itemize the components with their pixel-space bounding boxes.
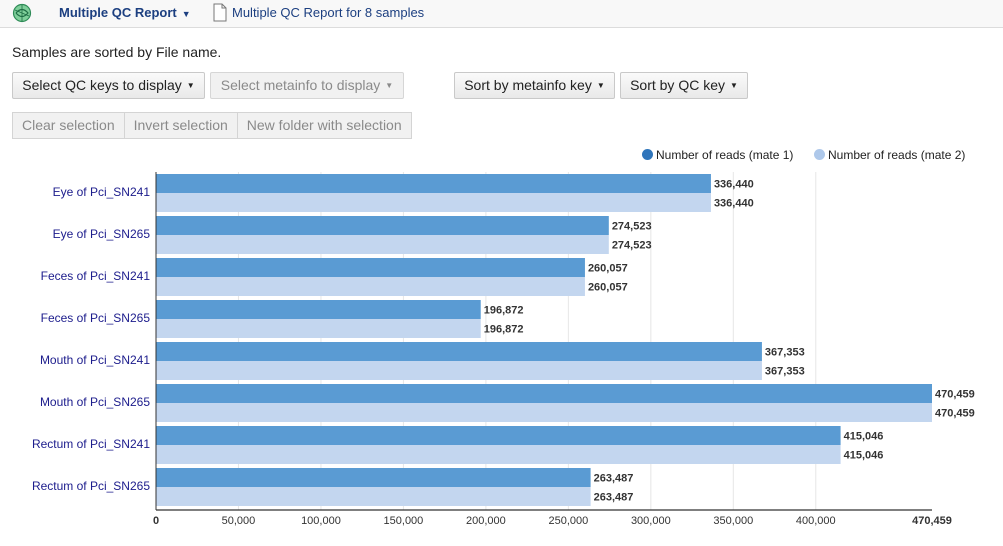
select-qc-keys-label: Select QC keys to display	[22, 77, 182, 93]
data-label: 260,057	[588, 281, 628, 293]
x-tick-label: 400,000	[796, 515, 836, 527]
x-tick-label: 100,000	[301, 515, 341, 527]
x-max-label: 470,459	[912, 515, 952, 527]
caret-down-icon: ▼	[186, 81, 195, 90]
data-label: 336,440	[714, 197, 754, 209]
bar-mate1[interactable]	[156, 258, 585, 277]
new-folder-with-selection-button[interactable]: New folder with selection	[237, 112, 412, 139]
report-type-menu[interactable]: Multiple QC Report ▼	[59, 5, 191, 20]
data-label: 367,353	[765, 365, 805, 377]
bar-mate2[interactable]	[156, 445, 841, 464]
bar-mate1[interactable]	[156, 216, 609, 235]
data-label: 415,046	[844, 430, 884, 442]
data-label: 260,057	[588, 262, 628, 274]
category-label[interactable]: Feces of Pci_SN265	[41, 311, 151, 325]
bar-mate1[interactable]	[156, 300, 481, 319]
caret-down-icon: ▼	[730, 81, 738, 90]
bar-mate1[interactable]	[156, 174, 711, 193]
data-label: 196,872	[484, 304, 524, 316]
data-label: 470,459	[935, 407, 975, 419]
category-label[interactable]: Mouth of Pci_SN241	[40, 353, 150, 367]
sort-note: Samples are sorted by File name.	[12, 44, 222, 60]
category-label[interactable]: Mouth of Pci_SN265	[40, 395, 150, 409]
caret-down-icon: ▼	[596, 81, 605, 90]
x-tick-label: 250,000	[548, 515, 588, 527]
bar-mate2[interactable]	[156, 319, 481, 338]
top-bar: Multiple QC Report ▼ Multiple QC Report f…	[0, 0, 1003, 28]
legend-item-mate1[interactable]: Number of reads (mate 1)	[642, 148, 793, 162]
legend-label-mate1: Number of reads (mate 1)	[656, 148, 794, 162]
data-label: 367,353	[765, 346, 805, 358]
x-tick-label: 200,000	[466, 515, 506, 527]
document-title: Multiple QC Report for 8 samples	[232, 5, 425, 20]
data-label: 263,487	[594, 491, 634, 503]
bar-mate2[interactable]	[156, 361, 762, 380]
document-icon	[213, 3, 227, 22]
qc-bar-chart: Eye of Pci_SN241 336,440 336,440 Eye of Pci…	[32, 172, 975, 527]
category-label[interactable]: Eye of Pci_SN265	[53, 227, 151, 241]
sort-by-qc-button[interactable]: Sort by QC key ▼	[620, 72, 748, 99]
category-label[interactable]: Feces of Pci_SN241	[41, 269, 151, 283]
bar-mate2[interactable]	[156, 235, 609, 254]
bar-mate2[interactable]	[156, 403, 932, 422]
data-label: 274,523	[612, 220, 652, 232]
app-logo-icon[interactable]	[12, 3, 32, 23]
legend-label-mate2: Number of reads (mate 2)	[828, 148, 966, 162]
select-metainfo-label: Select metainfo to display	[220, 77, 381, 93]
bar-mate1[interactable]	[156, 426, 841, 445]
clear-selection-button[interactable]: Clear selection	[12, 112, 125, 139]
x-tick-label: 150,000	[384, 515, 424, 527]
bar-mate1[interactable]	[156, 384, 932, 403]
bar-mate1[interactable]	[156, 342, 762, 361]
category-label[interactable]: Eye of Pci_SN241	[53, 185, 151, 199]
x-tick-label: 350,000	[713, 515, 753, 527]
bar-mate2[interactable]	[156, 277, 585, 296]
data-label: 336,440	[714, 178, 754, 190]
legend-marker-mate1	[642, 149, 653, 160]
data-label: 274,523	[612, 239, 652, 251]
data-label: 263,487	[594, 472, 634, 484]
sort-by-metainfo-label: Sort by metainfo key	[464, 77, 592, 93]
category-label[interactable]: Rectum of Pci_SN265	[32, 479, 150, 493]
legend-item-mate2[interactable]: Number of reads (mate 2)	[814, 148, 965, 162]
x-tick-label: 0	[153, 515, 159, 527]
data-label: 196,872	[484, 323, 524, 335]
caret-down-icon: ▼	[385, 81, 394, 90]
x-tick-label: 300,000	[631, 515, 671, 527]
category-label[interactable]: Rectum of Pci_SN241	[32, 437, 150, 451]
bar-mate1[interactable]	[156, 468, 591, 487]
chevron-down-icon: ▼	[181, 9, 191, 19]
sort-by-qc-label: Sort by QC key	[630, 77, 725, 93]
report-type-label: Multiple QC Report	[59, 5, 177, 20]
sort-by-metainfo-button[interactable]: Sort by metainfo key ▼	[454, 72, 615, 99]
bar-mate2[interactable]	[156, 193, 711, 212]
data-label: 470,459	[935, 388, 975, 400]
x-tick-label: 50,000	[222, 515, 256, 527]
select-qc-keys-button[interactable]: Select QC keys to display ▼	[12, 72, 205, 99]
bar-mate2[interactable]	[156, 487, 591, 506]
legend-marker-mate2	[814, 149, 825, 160]
selection-button-group: Clear selection Invert selection New fol…	[12, 112, 412, 139]
data-label: 415,046	[844, 449, 884, 461]
invert-selection-button[interactable]: Invert selection	[124, 112, 238, 139]
select-metainfo-button[interactable]: Select metainfo to display ▼	[210, 72, 404, 99]
